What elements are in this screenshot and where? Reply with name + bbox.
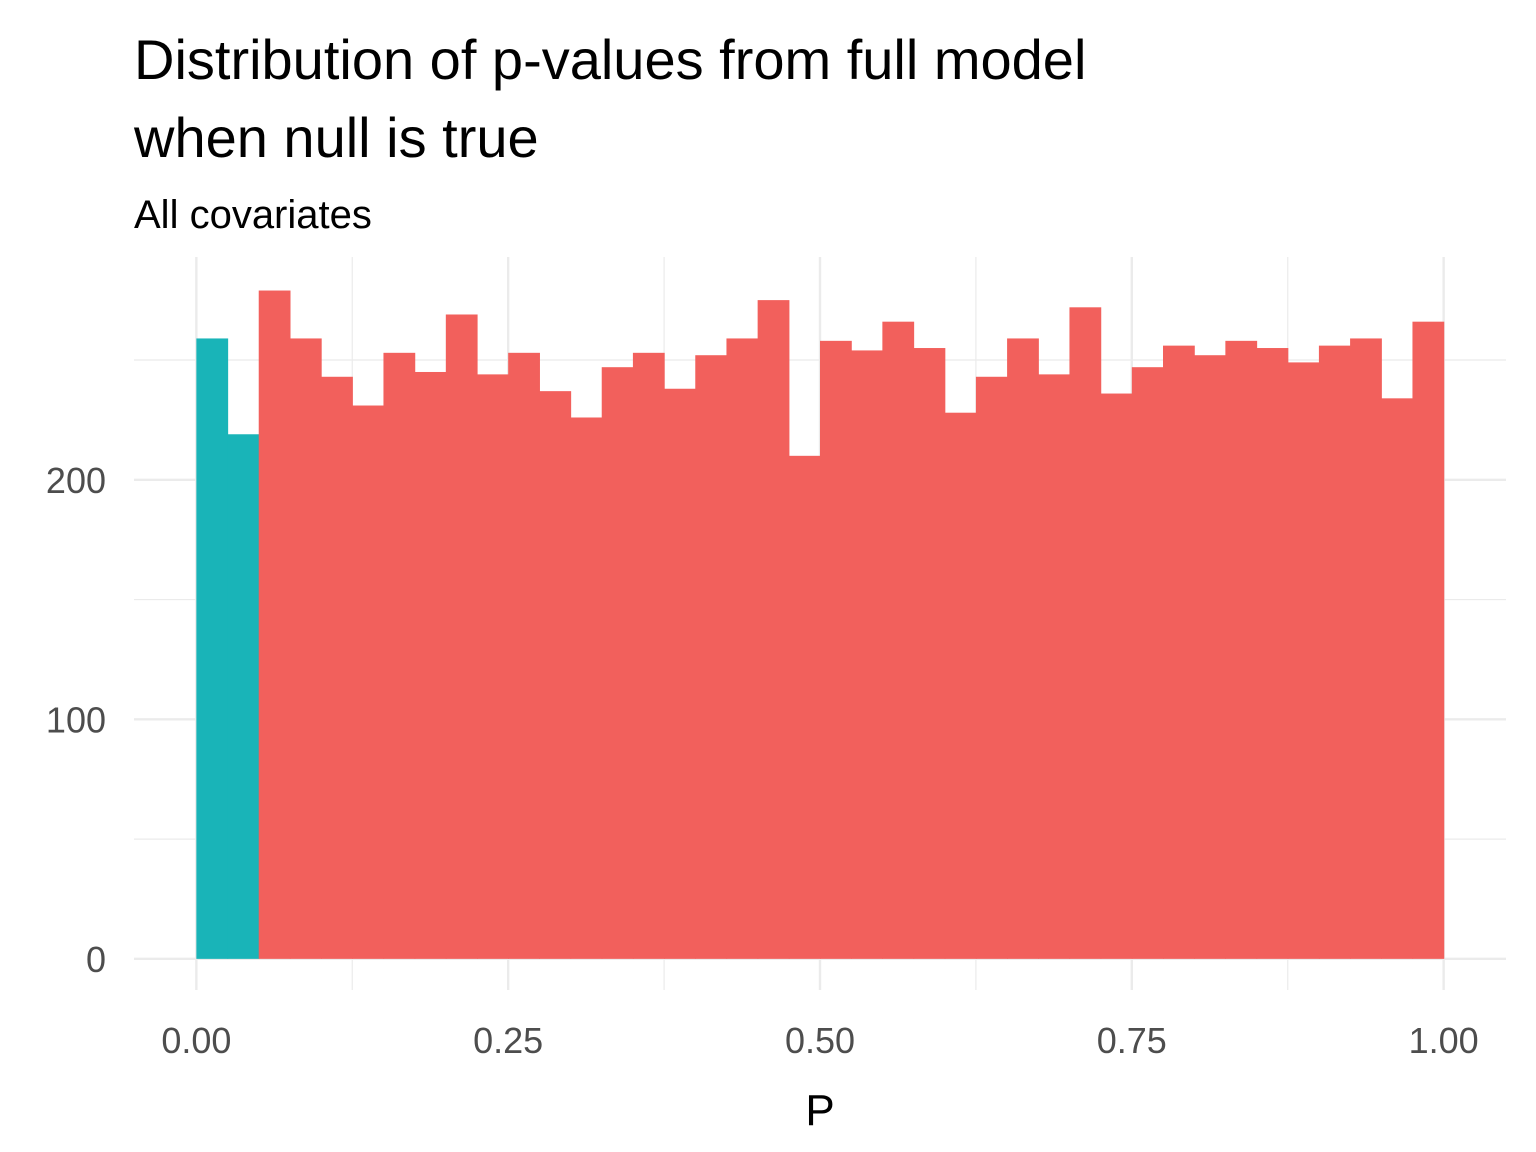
histogram-bar-not-significant <box>1038 374 1071 959</box>
histogram-bar-not-significant <box>383 352 416 959</box>
x-axis-tick-labels: 0.00 0.25 0.50 0.75 1.00 <box>161 1020 1478 1061</box>
histogram-bar-not-significant <box>757 300 790 959</box>
histogram-bar-not-significant <box>570 417 603 959</box>
histogram-bar-not-significant <box>1412 321 1445 959</box>
chart-subtitle: All covariates <box>134 193 372 237</box>
histogram-bar-not-significant <box>1256 348 1289 959</box>
x-tick-label: 0.75 <box>1097 1020 1167 1061</box>
chart-title-line-2: when null is true <box>133 106 539 169</box>
histogram-bar-not-significant <box>601 367 634 959</box>
y-tick-label: 100 <box>46 699 106 740</box>
histogram-bar-not-significant <box>726 338 759 959</box>
histogram-bar-not-significant <box>913 348 946 959</box>
x-tick-label: 1.00 <box>1409 1020 1479 1061</box>
y-tick-label: 0 <box>86 939 106 980</box>
histogram-bar-not-significant <box>1287 362 1320 959</box>
histogram-bar-not-significant <box>975 376 1008 959</box>
histogram-bar-significant <box>196 338 229 959</box>
histogram-bar-not-significant <box>882 321 915 959</box>
histogram-bar-not-significant <box>539 391 572 959</box>
histogram-bar-not-significant <box>1318 345 1351 959</box>
histogram-bars <box>196 290 1445 959</box>
histogram-bar-not-significant <box>1131 367 1164 959</box>
histogram-bar-not-significant <box>664 388 696 959</box>
histogram-bar-not-significant <box>352 405 385 959</box>
histogram-bar-not-significant <box>258 290 291 959</box>
chart-title-line-1: Distribution of p-values from full model <box>134 28 1086 91</box>
histogram-bar-not-significant <box>788 455 821 959</box>
histogram-bar-not-significant <box>695 355 728 959</box>
histogram-bar-significant <box>227 434 260 959</box>
histogram-bar-not-significant <box>851 350 883 959</box>
histogram-bar-not-significant <box>477 374 509 959</box>
histogram-bar-not-significant <box>1100 393 1133 959</box>
histogram-bar-not-significant <box>820 340 852 959</box>
histogram-bar-not-significant <box>944 412 977 959</box>
histogram-bar-not-significant <box>1194 355 1226 959</box>
histogram-bar-not-significant <box>1225 340 1258 959</box>
histogram-bar-not-significant <box>321 376 353 959</box>
histogram-bar-not-significant <box>445 314 478 959</box>
x-tick-label: 0.25 <box>473 1020 543 1061</box>
histogram-bar-not-significant <box>1381 398 1414 959</box>
histogram-bar-not-significant <box>632 352 665 959</box>
histogram-bar-not-significant <box>1163 345 1195 959</box>
histogram-bar-not-significant <box>1069 307 1102 959</box>
histogram-bar-not-significant <box>414 371 447 959</box>
histogram-bar-not-significant <box>508 352 540 959</box>
x-axis-title: P <box>805 1086 834 1135</box>
y-tick-label: 200 <box>46 460 106 501</box>
x-tick-label: 0.00 <box>161 1020 231 1061</box>
y-axis-tick-labels: 0 100 200 <box>46 460 106 980</box>
x-tick-label: 0.50 <box>785 1020 855 1061</box>
histogram-bar-not-significant <box>1007 338 1039 959</box>
histogram-bar-not-significant <box>1350 338 1382 959</box>
histogram-bar-not-significant <box>289 338 322 959</box>
